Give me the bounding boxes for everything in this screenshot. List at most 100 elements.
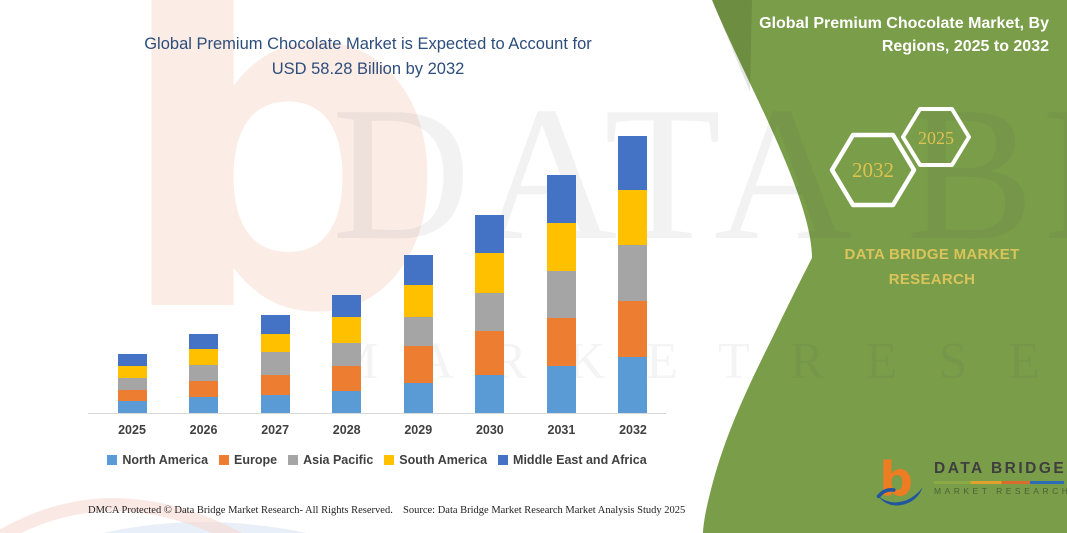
- legend-label: South America: [399, 453, 488, 467]
- logo-title: DATA BRIDGE: [934, 460, 1067, 477]
- bar-segment: [260, 315, 290, 334]
- bar-segment: [475, 330, 505, 375]
- bar-segment: [403, 254, 433, 285]
- watermark-b-logo: b: [112, 0, 449, 416]
- chart-title-line2: USD 58.28 Billion by 2032: [271, 60, 465, 78]
- legend-marker: [288, 455, 299, 465]
- legend-label: North America: [122, 453, 209, 467]
- panel-corner-shade: [712, 0, 752, 92]
- legend-marker: [384, 455, 395, 465]
- bar-segment: [260, 374, 290, 396]
- legend-label: Europe: [234, 453, 278, 467]
- hexagon-2025-label: 2025: [918, 128, 954, 148]
- panel-title: Global Premium Chocolate Market, By Regi…: [719, 12, 1049, 58]
- bar-segment: [618, 136, 648, 190]
- x-axis-line: [88, 413, 666, 414]
- databridge-logo: b DATA BRIDGE MARKET RESEARCH: [874, 452, 1067, 510]
- x-axis-label: 2025: [118, 423, 146, 437]
- footer-dmca-text: DMCA Protected © Data Bridge Market Rese…: [88, 505, 393, 516]
- bar-2029: [403, 254, 433, 413]
- bar-segment: [189, 349, 219, 366]
- bar-segment: [117, 389, 147, 402]
- bar-segment: [332, 295, 362, 318]
- bar-segment: [189, 334, 219, 350]
- footer-source-text: Source: Data Bridge Market Research Mark…: [403, 505, 686, 516]
- legend-label: Middle East and Africa: [513, 453, 647, 467]
- databridge-logo-icon: b: [876, 453, 923, 507]
- bar-segment: [189, 381, 219, 397]
- legend-item: North America: [107, 453, 208, 467]
- bar-segment: [475, 292, 505, 331]
- x-axis-labels: 2025 2026 2027 2028 2029 2030 2031 2032: [88, 423, 666, 441]
- hexagon-2025: 2025: [901, 107, 971, 167]
- panel-title-line1: Global Premium Chocolate Market, By: [759, 15, 1049, 32]
- bar-segment: [260, 333, 290, 353]
- legend-item: Europe: [219, 453, 277, 467]
- legend-marker: [498, 455, 509, 465]
- bar-segment: [332, 317, 362, 344]
- x-axis-label: 2029: [404, 423, 433, 437]
- panel-brand-name: DATA BRIDGE MARKET RESEARCH: [808, 242, 1056, 292]
- year-hexagons: 2032 2025: [829, 107, 971, 208]
- bar-segment: [618, 357, 648, 413]
- watermark-marketresearch-text: M A R K E T R E S E A R C H: [332, 333, 1067, 390]
- x-axis-label: 2028: [332, 423, 361, 437]
- bar-segment: [260, 352, 290, 375]
- bar-segment: [189, 365, 219, 382]
- bar-2030: [475, 214, 505, 413]
- bar-2032: [618, 136, 648, 413]
- bar-2031: [546, 174, 576, 413]
- bar-segment: [618, 300, 648, 358]
- logo-underline: [934, 481, 1064, 484]
- chart-title: Global Premium Chocolate Market is Expec…: [90, 32, 646, 82]
- bar-2025: [117, 354, 147, 413]
- logo-text: DATA BRIDGE MARKET RESEARCH: [934, 452, 1067, 496]
- x-axis-label: 2031: [547, 423, 576, 437]
- panel-brand-line2: RESEARCH: [888, 271, 976, 288]
- legend-item: Asia Pacific: [288, 453, 373, 467]
- legend-label: Asia Pacific: [303, 453, 374, 467]
- legend-marker: [219, 455, 230, 465]
- bar-segment: [117, 354, 147, 367]
- x-axis-label: 2027: [261, 423, 290, 437]
- chart-title-line1: Global Premium Chocolate Market is Expec…: [144, 35, 592, 53]
- legend-item: South America: [384, 453, 487, 467]
- bar-segment: [332, 343, 362, 366]
- bar-segment: [546, 366, 576, 413]
- legend-item: Middle East and Africa: [498, 453, 647, 467]
- bar-plot: [88, 136, 666, 413]
- legend-marker: [107, 455, 118, 465]
- bar-segment: [117, 401, 147, 413]
- bar-segment: [332, 390, 362, 413]
- logo-subtitle: MARKET RESEARCH: [934, 485, 1067, 496]
- bar-segment: [546, 270, 576, 319]
- chart-legend: North America Europe Asia Pacific South Ame…: [88, 453, 666, 467]
- x-axis-label: 2030: [475, 423, 504, 437]
- panel-brand-line1: DATA BRIDGE MARKET: [844, 246, 1020, 263]
- x-axis-label: 2026: [189, 423, 218, 437]
- x-axis-label: 2032: [619, 423, 647, 437]
- bar-2028: [332, 295, 362, 413]
- bar-2026: [189, 334, 219, 413]
- hexagon-2032-label: 2032: [852, 158, 894, 182]
- bar-segment: [475, 375, 505, 413]
- bar-segment: [546, 174, 576, 223]
- bar-segment: [117, 377, 147, 390]
- bar-segment: [403, 382, 433, 413]
- bar-segment: [546, 318, 576, 367]
- panel-title-line2: Regions, 2025 to 2032: [881, 38, 1049, 55]
- bar-segment: [403, 284, 433, 318]
- bar-segment: [403, 317, 433, 347]
- bar-segment: [546, 222, 576, 271]
- bar-segment: [475, 214, 505, 253]
- bar-segment: [618, 189, 648, 246]
- bar-segment: [189, 396, 219, 413]
- bar-segment: [260, 395, 290, 413]
- hexagon-2032: 2032: [829, 132, 917, 208]
- bar-segment: [332, 365, 362, 391]
- bar-segment: [475, 252, 505, 293]
- bar-2027: [260, 315, 290, 413]
- bar-segment: [117, 366, 147, 378]
